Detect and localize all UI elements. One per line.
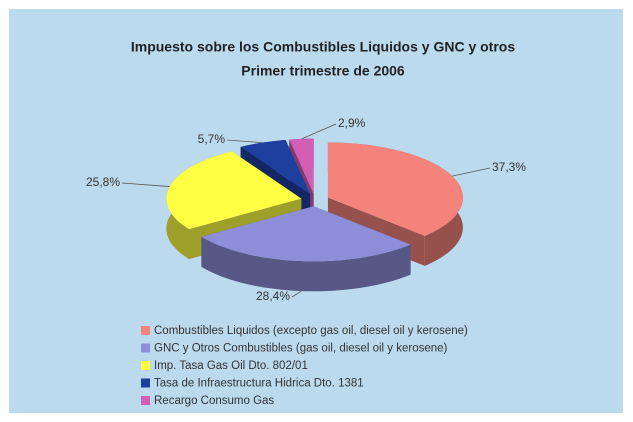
legend-swatch — [141, 326, 150, 335]
slice-wall — [201, 236, 411, 292]
legend-label: Tasa de Infraestructura Hidrica Dto. 138… — [154, 378, 364, 390]
legend-label: Recargo Consumo Gas — [154, 395, 274, 407]
legend-label: Combustibles Liquidos (excepto gas oil, … — [154, 325, 468, 337]
slice — [240, 140, 311, 195]
data-label: 28,4% — [256, 289, 290, 303]
legend-swatch — [141, 361, 150, 370]
chart-title: Impuesto sobre los Combustibles Liquidos… — [131, 39, 515, 55]
data-label: 5,7% — [198, 132, 226, 146]
legend-label: GNC y Otros Combustibles (gas oil, diese… — [154, 343, 448, 355]
slice — [327, 142, 463, 236]
leader-line — [121, 182, 170, 187]
slice — [289, 138, 314, 194]
leader-line — [301, 123, 337, 140]
legend-label: Imp. Tasa Gas Oil Dto. 802/01 — [154, 360, 308, 372]
chart-subtitle: Primer trimestre de 2006 — [241, 63, 405, 79]
legend-swatch — [141, 378, 150, 388]
leader-line — [452, 167, 491, 177]
leader-line — [226, 139, 263, 144]
leader-line — [291, 290, 302, 298]
slice — [166, 151, 302, 230]
legend-swatch — [141, 343, 150, 353]
slice — [201, 206, 411, 262]
data-label: 25,8% — [86, 175, 120, 189]
data-label: 2,9% — [338, 116, 366, 130]
legend-swatch — [141, 396, 150, 405]
data-label: 37,3% — [492, 160, 526, 174]
